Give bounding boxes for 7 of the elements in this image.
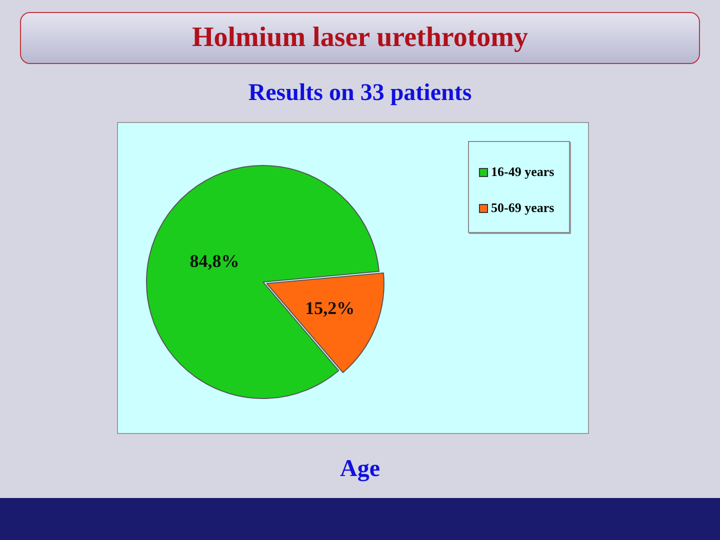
text: Age — [339, 456, 381, 483]
data-label: 84,8% — [190, 250, 240, 271]
data-label: 15,2% — [305, 298, 355, 318]
legend-label: 16-49 years — [491, 164, 554, 180]
legend-label: 50-69 years — [491, 200, 554, 216]
chart-title: Holmium laser urethrotomy — [20, 12, 700, 64]
chart-subtitle: Results on 33 patients — [247, 80, 473, 107]
